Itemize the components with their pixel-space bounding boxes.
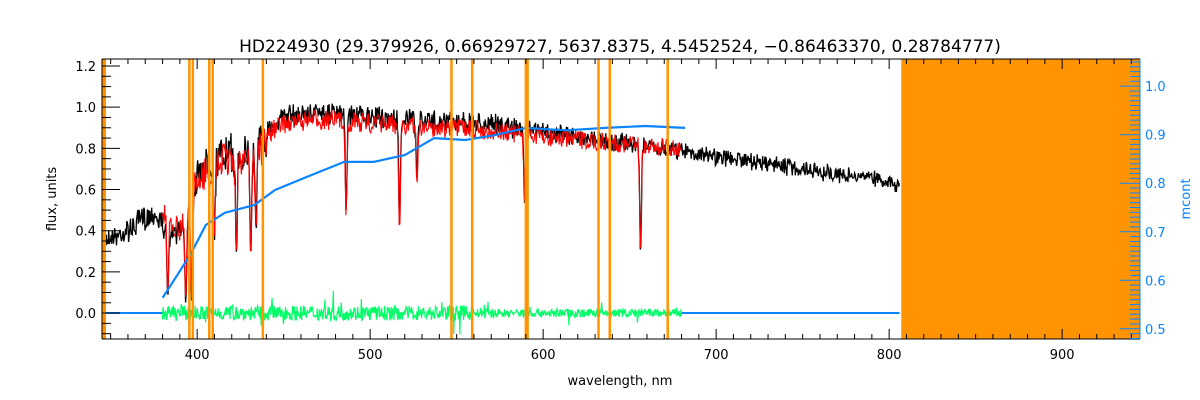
x-tick-label: 900 [1050,348,1075,363]
y-tick-label: 0.0 [75,307,96,322]
y-tick-label: 0.8 [75,142,96,157]
x-tick-label: 800 [877,348,902,363]
y2-tick-label: 0.7 [1145,226,1166,241]
x-axis-label: wavelength, nm [568,374,673,389]
y-tick-label: 0.4 [75,225,96,240]
axes: 400 500 600 700 800 900 0.0 0.2 0.4 0.6 0.8 1.0 1.2 0… [75,58,1166,363]
y2-axis-label: mcont [1179,178,1194,219]
residual-line [162,290,683,335]
y2-tick-label: 0.8 [1145,177,1166,192]
x-tick-label: 600 [531,348,556,363]
y2-tick-label: 1.0 [1145,80,1166,95]
y2-tick-label: 0.6 [1145,274,1166,289]
y-tick-label: 0.6 [75,184,96,199]
plot-area [102,59,1140,339]
observed-spectrum-line [102,103,901,303]
mask-band [901,59,1140,339]
y-tick-label: 0.2 [75,266,96,281]
plot-content [102,59,1140,339]
model-spectrum-line [162,108,683,298]
chart-title: HD224930 (29.379926, 0.66929727, 5637.83… [239,37,1001,57]
y2-tick-label: 0.9 [1145,129,1166,144]
x-tick-label: 400 [185,348,210,363]
y-tick-label: 1.0 [75,101,96,116]
y-axis-label: flux, units [45,167,60,232]
x-tick-label: 500 [358,348,383,363]
continuum-line [161,124,686,299]
y-tick-label: 1.2 [75,60,96,75]
x-tick-label: 700 [704,348,729,363]
y2-tick-label: 0.5 [1145,323,1166,338]
